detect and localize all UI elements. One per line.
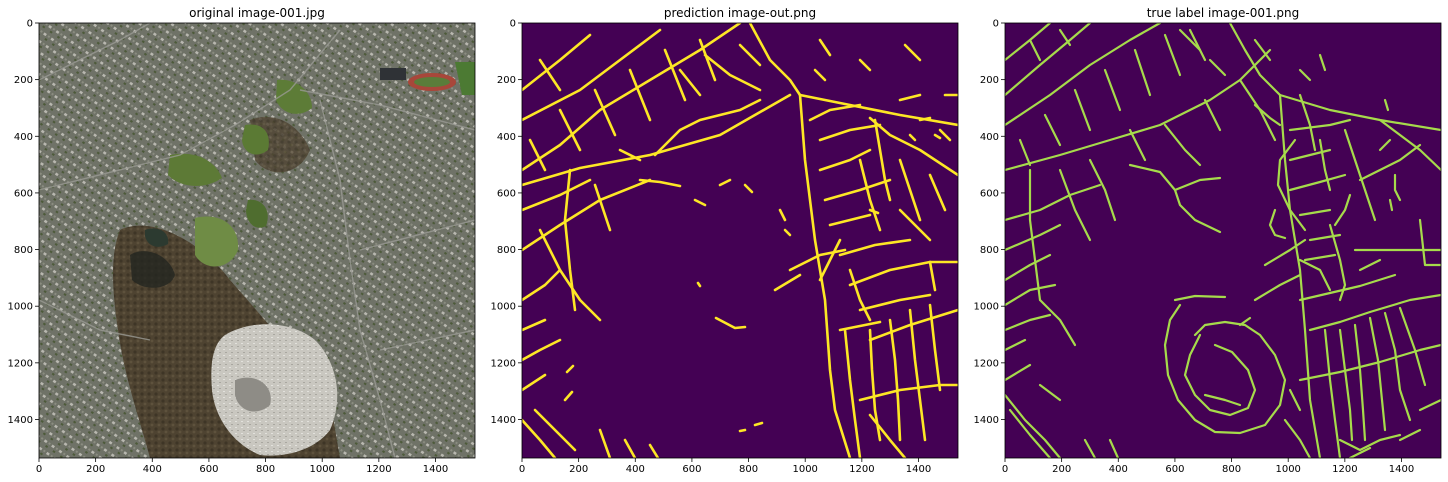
x-tick-label: 1400 <box>423 464 448 475</box>
panel-true-label: true label image-001.png <box>1004 6 1442 459</box>
y-tick-label: 0 <box>27 19 33 30</box>
x-tick-label: 200 <box>86 464 105 475</box>
x-tick-label: 600 <box>682 464 701 475</box>
y-tick-label: 0 <box>993 19 999 30</box>
x-tick-label: 0 <box>519 464 525 475</box>
y-tick-label: 200 <box>14 75 33 86</box>
panel-title: original image-001.jpg <box>189 6 325 20</box>
x-tick-label: 800 <box>256 464 275 475</box>
y-tick-label: 600 <box>497 188 516 199</box>
y-tick-label: 1200 <box>491 358 516 369</box>
x-tick-label: 1400 <box>1389 464 1414 475</box>
y-tick-label: 1000 <box>974 302 999 313</box>
y-tick-label: 400 <box>14 132 33 143</box>
y-tick-label: 200 <box>980 75 999 86</box>
y-tick-label: 0 <box>510 19 516 30</box>
x-tick-label: 1000 <box>792 464 817 475</box>
x-tick-label: 800 <box>739 464 758 475</box>
y-tick-label: 600 <box>14 188 33 199</box>
y-tick-label: 400 <box>497 132 516 143</box>
y-tick-label: 1200 <box>974 358 999 369</box>
panel-prediction: prediction image-out.png <box>521 6 959 459</box>
x-tick-label: 400 <box>626 464 645 475</box>
y-tick-label: 600 <box>980 188 999 199</box>
true-label-mask <box>1005 23 1441 458</box>
x-tick-label: 0 <box>1002 464 1008 475</box>
y-tick-label: 800 <box>980 245 999 256</box>
panel-original: original image-001.jpg <box>38 6 476 459</box>
x-tick-label: 1200 <box>1332 464 1357 475</box>
x-tick-label: 1400 <box>906 464 931 475</box>
y-tick-label: 400 <box>980 132 999 143</box>
y-tick-label: 200 <box>497 75 516 86</box>
x-tick-label: 1000 <box>1275 464 1300 475</box>
x-tick-label: 200 <box>1052 464 1071 475</box>
axes: 0 200 400 600 800 1000 1200 1400 0 200 400 600 800 10… <box>8 19 1415 476</box>
x-tick-label: 600 <box>199 464 218 475</box>
x-tick-label: 800 <box>1222 464 1241 475</box>
panel-title: true label image-001.png <box>1147 6 1300 20</box>
x-tick-label: 200 <box>569 464 588 475</box>
x-tick-label: 1000 <box>309 464 334 475</box>
y-tick-label: 800 <box>497 245 516 256</box>
y-tick-label: 1400 <box>974 415 999 426</box>
x-tick-label: 1200 <box>366 464 391 475</box>
y-tick-label: 1000 <box>8 302 33 313</box>
y-tick-label: 1400 <box>8 415 33 426</box>
prediction-mask <box>522 23 958 458</box>
x-tick-label: 400 <box>1109 464 1128 475</box>
x-tick-label: 600 <box>1165 464 1184 475</box>
y-tick-label: 1400 <box>491 415 516 426</box>
satellite-image <box>39 23 475 458</box>
x-tick-label: 400 <box>143 464 162 475</box>
x-tick-label: 0 <box>36 464 42 475</box>
y-tick-label: 1000 <box>491 302 516 313</box>
x-tick-label: 1200 <box>849 464 874 475</box>
y-tick-label: 1200 <box>8 358 33 369</box>
y-tick-label: 800 <box>14 245 33 256</box>
panel-title: prediction image-out.png <box>664 6 816 20</box>
